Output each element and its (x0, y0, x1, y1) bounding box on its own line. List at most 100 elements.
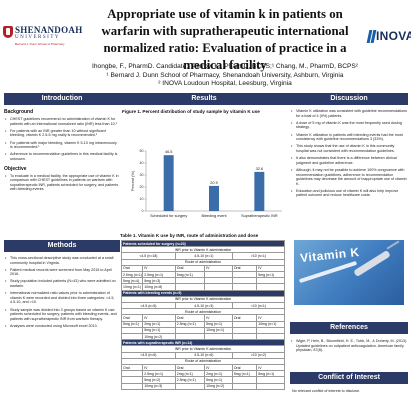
route-label: Oral (174, 264, 206, 273)
authors-block: Ihongbe, F., PharmD. Candidate;¹ Petrov,… (80, 63, 370, 89)
logo-name: SHENANDOAH (15, 25, 83, 35)
list-item: Education and judicious use of vitamin K… (290, 189, 408, 198)
list-item: This cross-sectional descriptive study w… (4, 256, 120, 265)
references-section: References Wigle, P, Hein, B., Bloomfiel… (290, 322, 408, 355)
dose-cell: 2.5mg (n=1) (174, 376, 206, 384)
table-row: Oral IV Oral IV Oral IV (120, 364, 285, 372)
table-row: Route of administration (121, 308, 285, 316)
route-label: Oral (174, 314, 206, 322)
dose-cell (120, 382, 144, 390)
table-row: Route of administration (121, 357, 285, 366)
dose-cell (231, 326, 258, 335)
table-row: 5mg (n=4) 5mg (n=3) (120, 277, 285, 285)
shield-icon (3, 26, 13, 38)
list-item: Vitamin K utilization in patients with b… (290, 133, 408, 142)
background-list: CHEST guidelines recommend no administra… (4, 117, 120, 162)
authors-line: Ihongbe, F., PharmD. Candidate;¹ Petrov,… (92, 63, 358, 70)
table-row: <4.5 (n=5) 4.5-10 (n=3) >10 (n=1) (121, 302, 286, 310)
inr-category: >10 (n=1) (231, 252, 286, 260)
dose-cell: 2mg (n=1) (174, 370, 206, 378)
conflict-heading: Conflict of Interest (290, 372, 408, 384)
inova-logo: INOVA (366, 28, 411, 48)
dose-cell: 10mg (n=1) (120, 283, 144, 291)
group-label: Patients with supratherapeutic INR (n=14… (121, 339, 285, 347)
dose-cell: 2.5mg (n=1) (174, 320, 206, 328)
route-label: IV (256, 314, 285, 322)
methods-heading: Methods (4, 239, 120, 252)
list-item: Analyses were conducted using Microsoft … (4, 324, 120, 329)
table-row: 5mg (n=1) 2mg (n=1) 2.5mg (n=1) 5mg (n=1) 10… (120, 320, 285, 328)
objective-heading: Objective (4, 165, 27, 172)
poster-title: Appropriate use of vitamin k in patients… (101, 7, 349, 72)
inr-category: >10 (n=1) (231, 302, 286, 310)
dose-cell (174, 283, 206, 291)
route-label: IV (256, 364, 285, 372)
dose-cell (256, 333, 285, 341)
route-label: Oral (174, 364, 206, 372)
bar-1 (163, 155, 174, 211)
list-item: For patients with major bleeding, vitami… (4, 141, 120, 150)
list-item: Although, it may not be possible to achi… (290, 168, 408, 186)
table-row: Oral IV Oral IV Oral IV (120, 264, 285, 273)
dose-cell (231, 382, 258, 390)
bar-3 (254, 171, 265, 211)
dose-cell (256, 382, 285, 390)
dose-cell (174, 382, 206, 390)
dose-cell: 5mg (n=1) (231, 370, 258, 378)
route-label: Oral (231, 314, 258, 322)
logo-motto: Bernard J. Dunn School of Pharmacy (15, 42, 65, 46)
results-heading: Results (118, 93, 290, 105)
route-label: Oral (231, 264, 258, 273)
table-row: <4.5 (n=18) 4.5-10 (n=1) >10 (n=1) (121, 252, 286, 260)
list-item: To evaluate in a medical facility, the a… (4, 174, 120, 192)
list-item: Study sample was divided into 3 groups b… (4, 308, 120, 322)
conflict-text: No relevant conflict of interest to disc… (292, 389, 361, 393)
dose-cell: 5mg (n=4) (120, 277, 144, 285)
needle-tip-icon (386, 240, 400, 250)
table-row: <4.5 (n=6) 4.5-10 (n=6) >10 (n=2) (121, 351, 286, 359)
dose-cell: 10mg (n=1) (256, 320, 285, 328)
figure-caption: Figure 1. Percent distribution of study … (122, 109, 260, 114)
table-group-header: Patients with supratherapeutic INR (n=14… (121, 339, 285, 347)
references-heading: References (290, 322, 408, 334)
list-item: For patients with an INR greater than 10… (4, 129, 120, 138)
y-tick-label: 30 (140, 173, 144, 177)
y-tick-label: 0 (142, 209, 144, 213)
dose-cell (256, 283, 285, 291)
route-header: Route of administration (121, 357, 285, 366)
route-label: Oral (120, 264, 144, 273)
table-caption: Table 1. Vitamin K use by INR, route of … (120, 233, 259, 238)
dose-cell (120, 376, 144, 384)
bar-value-label: 20.9 (210, 181, 217, 185)
dose-cell (256, 277, 285, 285)
route-header: Route of administration (121, 308, 285, 316)
table-row: 10mg (n=2) (120, 333, 285, 341)
table-row: Route of administration (121, 258, 285, 266)
dose-cell (231, 283, 258, 291)
y-tick-label: 50 (140, 149, 144, 153)
list-item: Patient medical records were screened fr… (4, 268, 120, 277)
table-row: 10mg (n=1) 10mg (n=8) (120, 283, 285, 291)
list-item: Wigle, P, Hein, B., Bloomfield, H. E., T… (290, 339, 408, 353)
bar-2 (209, 185, 219, 211)
table-row: 5mg (n=1) 10mg (n=1) (120, 326, 285, 335)
dose-cell (231, 320, 258, 328)
list-item: Study population included patients (N=43… (4, 279, 120, 288)
dose-cell: 5mg (n=1) (120, 320, 144, 328)
table-row: Oral IV Oral IV Oral IV (120, 314, 285, 322)
inova-mark-icon (366, 30, 377, 43)
dose-cell (120, 370, 144, 378)
dose-cell (256, 326, 285, 335)
affiliation-2: ² INOVA Loudoun Hospital, Leesburg, Virg… (158, 80, 292, 88)
route-label: Oral (120, 314, 144, 322)
route-label: IV (256, 264, 285, 273)
introduction-heading: Introduction (4, 93, 120, 105)
list-item: CHEST guidelines recommend no administra… (4, 117, 120, 126)
objective-list: To evaluate in a medical facility, the a… (4, 174, 120, 192)
inova-word: INOVA (376, 29, 411, 43)
logo-sub: UNIVERSITY (15, 35, 60, 40)
y-tick-label: 20 (140, 185, 144, 189)
inr-category: >10 (n=2) (231, 351, 286, 359)
shenandoah-logo: SHENANDOAH UNIVERSITY Bernard J. Dunn Sc… (3, 25, 83, 55)
